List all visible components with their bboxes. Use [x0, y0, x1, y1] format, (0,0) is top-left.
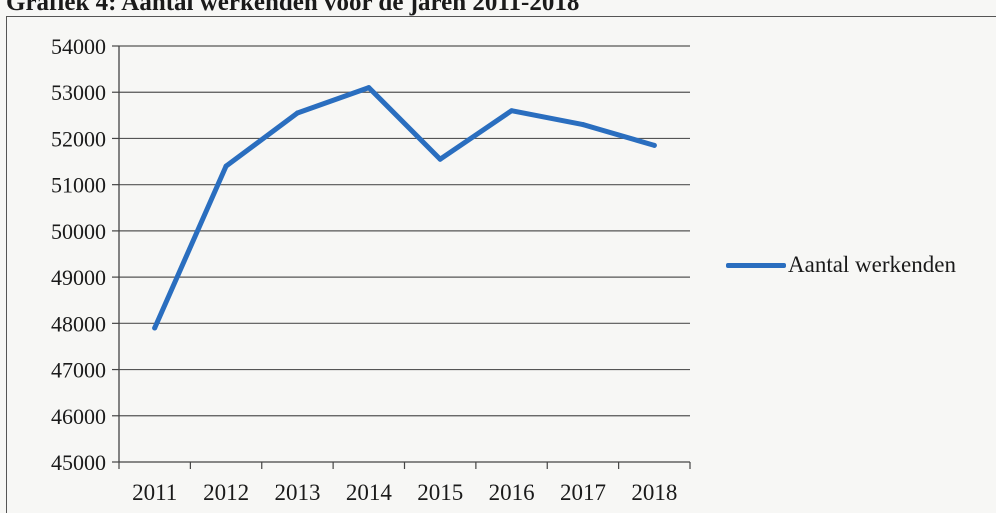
x-tick-label: 2015 — [417, 480, 463, 505]
legend-label: Aantal werkenden — [788, 252, 956, 277]
y-tick-label: 50000 — [51, 219, 106, 244]
legend: Aantal werkenden — [726, 252, 956, 278]
data-point — [366, 85, 372, 91]
data-point — [294, 110, 300, 116]
x-tick-labels: 2011 2012 2013 2014 2015 2016 2017 2018 — [132, 480, 677, 505]
y-tick-label: 51000 — [51, 173, 106, 198]
y-tick-label: 45000 — [51, 450, 106, 475]
x-tick-label: 2018 — [631, 480, 677, 505]
y-tick-label: 47000 — [51, 358, 106, 383]
axes — [112, 45, 691, 469]
data-point — [580, 122, 586, 128]
data-point — [509, 108, 515, 114]
series-line — [152, 85, 657, 331]
data-point — [437, 156, 443, 162]
data-point — [152, 325, 158, 331]
y-tick-label: 49000 — [51, 265, 106, 290]
y-tick-label: 48000 — [51, 311, 106, 336]
y-tick-labels: 45000 46000 47000 48000 49000 50000 51000 52000… — [51, 34, 106, 475]
chart-frame — [6, 16, 996, 513]
x-tick-label: 2017 — [560, 480, 606, 505]
legend-swatch — [726, 262, 786, 268]
y-tick-label: 54000 — [51, 34, 106, 59]
x-tick-label: 2013 — [274, 480, 320, 505]
series — [152, 85, 657, 331]
x-tick-label: 2011 — [132, 480, 177, 505]
x-tick-label: 2012 — [203, 480, 249, 505]
y-tick-label: 52000 — [51, 126, 106, 151]
gridlines — [119, 45, 690, 417]
data-point — [223, 163, 229, 169]
x-tick-label: 2016 — [489, 480, 535, 505]
x-tick-label: 2014 — [346, 480, 393, 505]
y-tick-label: 53000 — [51, 80, 106, 105]
data-point — [651, 142, 657, 148]
y-tick-label: 46000 — [51, 404, 106, 429]
page-title: Grafiek 4: Aantal werkenden voor de jare… — [6, 0, 580, 16]
